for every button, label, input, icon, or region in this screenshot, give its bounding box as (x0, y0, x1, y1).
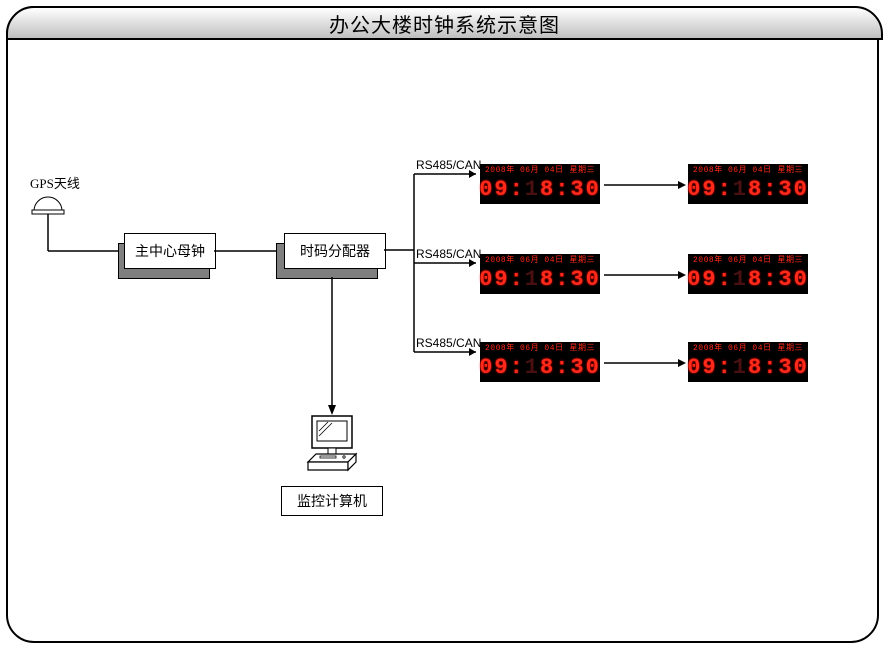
diagram-frame: 办公大楼时钟系统示意图 GPS天线 主中心母钟 (6, 6, 879, 643)
clock-weekday: 星期三 (778, 344, 804, 354)
node-master-clock: 主中心母钟 (118, 233, 216, 279)
led-clock: 2008年 06月 04日星期三 09:18:30 (688, 254, 808, 294)
led-clock: 2008年 06月 04日星期三 09:18:30 (480, 164, 600, 204)
led-clock: 2008年 06月 04日星期三 09:18:30 (688, 164, 808, 204)
led-clock: 2008年 06月 04日星期三 09:18:30 (480, 342, 600, 382)
monitor-label: 监控计算机 (297, 491, 367, 511)
clock-time: 09:18:30 (481, 176, 599, 203)
node-distributor: 时码分配器 (276, 233, 388, 279)
bus-label-2: RS485/CAN (416, 247, 481, 261)
led-clock: 2008年 06月 04日星期三 09:18:30 (688, 342, 808, 382)
clock-date: 2008年 06月 04日 (485, 344, 564, 354)
clock-date: 2008年 06月 04日 (485, 166, 564, 176)
clock-weekday: 星期三 (570, 166, 596, 176)
clock-date: 2008年 06月 04日 (693, 344, 772, 354)
master-clock-label: 主中心母钟 (135, 241, 205, 261)
node-monitor: 监控计算机 (281, 486, 383, 516)
computer-icon (304, 414, 360, 478)
clock-weekday: 星期三 (778, 256, 804, 266)
clock-time: 09:18:30 (689, 354, 807, 381)
clock-date: 2008年 06月 04日 (693, 166, 772, 176)
edge-clock-row2 (604, 272, 686, 278)
clock-weekday: 星期三 (778, 166, 804, 176)
clock-date: 2008年 06月 04日 (693, 256, 772, 266)
edge-distributor-monitor (327, 277, 337, 417)
distributor-label: 时码分配器 (300, 241, 370, 261)
edge-branches (384, 158, 494, 418)
clock-time: 09:18:30 (689, 176, 807, 203)
clock-time: 09:18:30 (689, 266, 807, 293)
clock-time: 09:18:30 (481, 354, 599, 381)
edge-clock-row1 (604, 182, 686, 188)
edge-master-distributor (214, 249, 284, 253)
led-clock: 2008年 06月 04日星期三 09:18:30 (480, 254, 600, 294)
edge-gps-master (48, 249, 120, 253)
canvas: GPS天线 主中心母钟 时码分配器 (8, 8, 881, 645)
clock-weekday: 星期三 (570, 344, 596, 354)
bus-label-1: RS485/CAN (416, 158, 481, 172)
bus-label-3: RS485/CAN (416, 336, 481, 350)
clock-weekday: 星期三 (570, 256, 596, 266)
gps-label: GPS天线 (30, 173, 80, 192)
clock-date: 2008年 06月 04日 (485, 256, 564, 266)
edge-clock-row3 (604, 360, 686, 366)
clock-time: 09:18:30 (481, 266, 599, 293)
